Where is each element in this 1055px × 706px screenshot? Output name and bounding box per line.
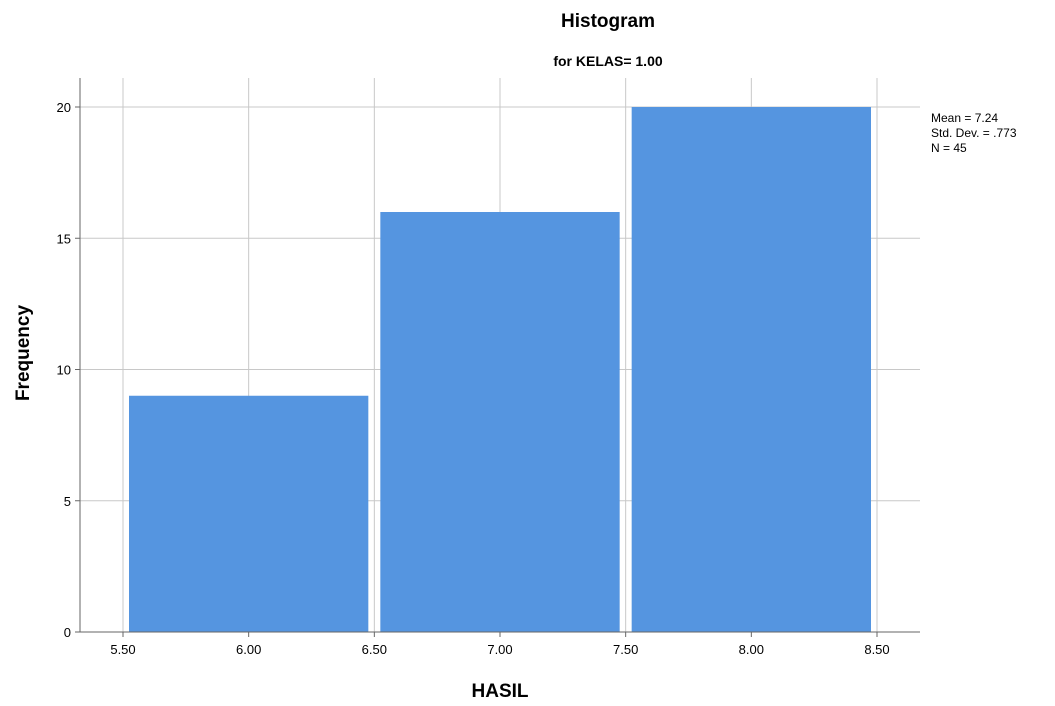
stats-legend: Mean = 7.24 Std. Dev. = .773 N = 45: [931, 111, 1017, 155]
y-tick-label: 5: [64, 494, 71, 509]
x-tick-label: 6.00: [236, 642, 261, 657]
chart-subtitle: for KELAS= 1.00: [553, 53, 663, 69]
y-tick-label: 20: [57, 100, 71, 115]
x-tick-label: 8.00: [739, 642, 764, 657]
x-tick-label: 8.50: [864, 642, 889, 657]
x-tick-label: 7.50: [613, 642, 638, 657]
stats-mean: Mean = 7.24: [931, 111, 998, 125]
histogram-bar: [129, 395, 369, 632]
y-axis-title: Frequency: [13, 305, 34, 402]
histogram-bar: [631, 107, 871, 632]
stats-n: N = 45: [931, 141, 967, 155]
stats-std-dev: Std. Dev. = .773: [931, 126, 1017, 140]
y-tick-label: 10: [57, 363, 71, 378]
histogram-bar: [380, 212, 620, 632]
bars: [129, 107, 871, 632]
chart-title: Histogram: [561, 11, 655, 32]
ticks: 5.50 6.00 6.50 7.00 7.50 8.00 8.50 0 5 10 15 20: [57, 100, 890, 657]
x-tick-label: 7.00: [487, 642, 512, 657]
x-axis-title: HASIL: [472, 681, 529, 702]
y-tick-label: 0: [64, 625, 71, 640]
y-tick-label: 15: [57, 231, 71, 246]
x-tick-label: 6.50: [362, 642, 387, 657]
x-tick-label: 5.50: [110, 642, 135, 657]
